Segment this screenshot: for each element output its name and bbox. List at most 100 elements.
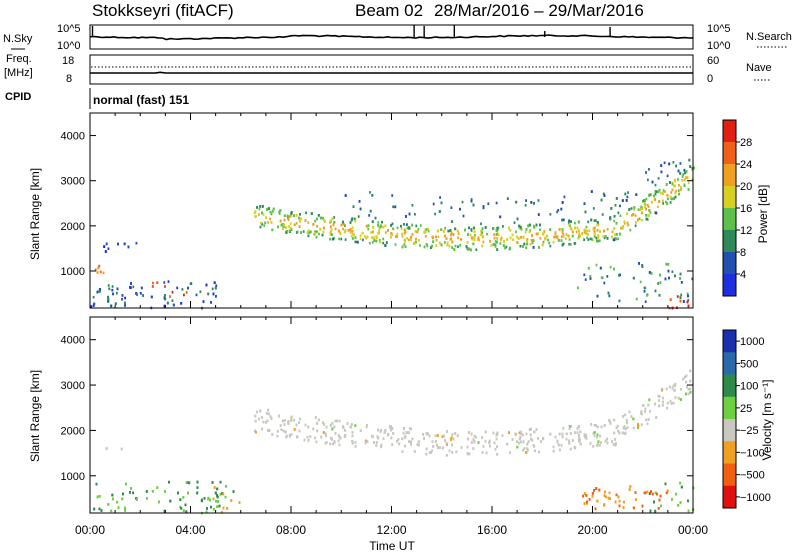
data-cell: [457, 245, 459, 249]
station-title: Stokkseyri (fitACF): [92, 1, 234, 20]
data-cell: [432, 236, 434, 240]
data-cell: [516, 445, 519, 449]
data-cell: [181, 288, 184, 291]
data-cell: [653, 194, 655, 198]
data-cell: [597, 440, 600, 443]
data-cell: [533, 445, 536, 448]
data-cell: [477, 441, 480, 444]
data-cell: [391, 443, 394, 446]
data-cell: [577, 220, 580, 224]
data-cell: [213, 281, 216, 284]
data-cell: [585, 225, 588, 229]
freq-frame: [89, 54, 694, 85]
data-cell: [98, 264, 101, 268]
data-cell: [643, 290, 646, 293]
data-cell: [451, 246, 454, 249]
data-cell: [689, 391, 692, 394]
data-cell: [383, 431, 386, 434]
data-cell: [538, 450, 540, 454]
data-cell: [212, 508, 215, 511]
data-cell: [450, 231, 453, 235]
data-cell: [351, 226, 354, 229]
data-cell: [583, 433, 586, 436]
data-cell: [298, 225, 301, 228]
data-cell: [535, 223, 538, 227]
data-cell: [445, 237, 448, 240]
data-cell: [655, 416, 658, 419]
data-cell: [185, 291, 188, 294]
data-cell: [217, 500, 219, 503]
data-cell: [665, 262, 668, 266]
data-cell: [167, 280, 170, 283]
data-cell: [470, 248, 472, 252]
data-cell: [156, 486, 159, 489]
data-cell: [693, 166, 695, 170]
data-cell: [529, 433, 532, 437]
data-cell: [649, 410, 651, 413]
data-cell: [267, 221, 270, 224]
freq-label-1: Freq.: [6, 53, 32, 65]
data-cell: [334, 419, 337, 423]
data-cell: [379, 240, 382, 244]
time-tick-label: 20:00: [577, 523, 607, 537]
nsky-right-bottom: 10^0: [707, 40, 731, 52]
data-cell: [542, 240, 545, 244]
data-cell: [496, 226, 499, 230]
colorbar-segment: [723, 396, 736, 420]
data-cell: [270, 221, 273, 224]
data-cell: [323, 218, 325, 222]
data-cell: [648, 492, 651, 495]
data-cell: [450, 436, 453, 439]
data-cell: [627, 191, 629, 194]
data-cell: [209, 498, 211, 502]
data-cell: [586, 502, 588, 505]
data-cell: [382, 437, 385, 440]
data-cell: [129, 491, 131, 494]
data-cell: [92, 295, 95, 299]
data-cell: [450, 206, 453, 209]
data-cell: [431, 440, 434, 443]
data-cell: [622, 506, 625, 509]
data-cell: [520, 440, 522, 444]
data-cell: [184, 503, 187, 507]
data-cell: [500, 236, 503, 240]
data-cell: [98, 290, 101, 293]
data-cell: [127, 245, 130, 249]
data-cell: [413, 242, 416, 245]
nsky-frame: [89, 24, 694, 50]
data-cell: [410, 238, 412, 241]
data-cell: [351, 440, 354, 443]
data-cell: [145, 490, 148, 493]
data-cell: [499, 242, 502, 245]
data-cell: [646, 422, 649, 426]
data-cell: [649, 193, 652, 196]
data-cell: [416, 443, 419, 446]
data-cell: [614, 438, 616, 441]
data-cell: [94, 268, 97, 272]
data-cell: [496, 228, 499, 231]
data-cell: [196, 480, 199, 484]
data-cell: [369, 191, 371, 194]
data-cell: [282, 227, 284, 230]
data-cell: [506, 238, 509, 241]
data-cell: [593, 431, 596, 434]
data-cell: [427, 229, 430, 233]
data-cell: [431, 244, 433, 248]
data-cell: [409, 427, 411, 430]
data-cell: [659, 281, 662, 284]
data-cell: [535, 232, 538, 236]
data-cell: [406, 223, 408, 226]
data-cell: [586, 236, 588, 240]
data-cell: [617, 237, 619, 241]
data-cell: [607, 291, 610, 295]
data-cell: [427, 432, 429, 436]
data-cell: [569, 432, 572, 435]
data-cell: [225, 485, 227, 488]
data-cell: [631, 214, 633, 217]
data-cell: [623, 222, 626, 225]
power-colorbar: 4 8 12 16 20 24 28: [722, 119, 752, 297]
data-cell: [502, 225, 504, 228]
data-cell: [671, 270, 674, 273]
data-cell: [188, 481, 191, 485]
data-cell: [682, 300, 685, 303]
